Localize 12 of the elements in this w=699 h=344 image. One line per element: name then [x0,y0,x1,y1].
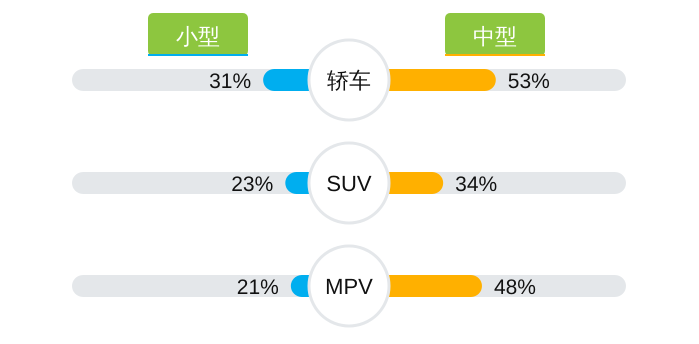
data-label: 48% [494,276,536,299]
category-label: SUV [326,171,372,196]
legend-item: 中型 [445,13,545,56]
category-label: MPV [325,274,373,299]
data-label: 31% [209,70,252,93]
data-label: 21% [236,276,279,299]
data-label: 53% [508,70,550,93]
category-label: 轿车 [327,68,371,93]
legend-item: 小型 [148,13,248,56]
data-label: 34% [455,173,498,196]
series-label: 中型 [473,24,517,49]
data-label: 23% [231,173,274,196]
